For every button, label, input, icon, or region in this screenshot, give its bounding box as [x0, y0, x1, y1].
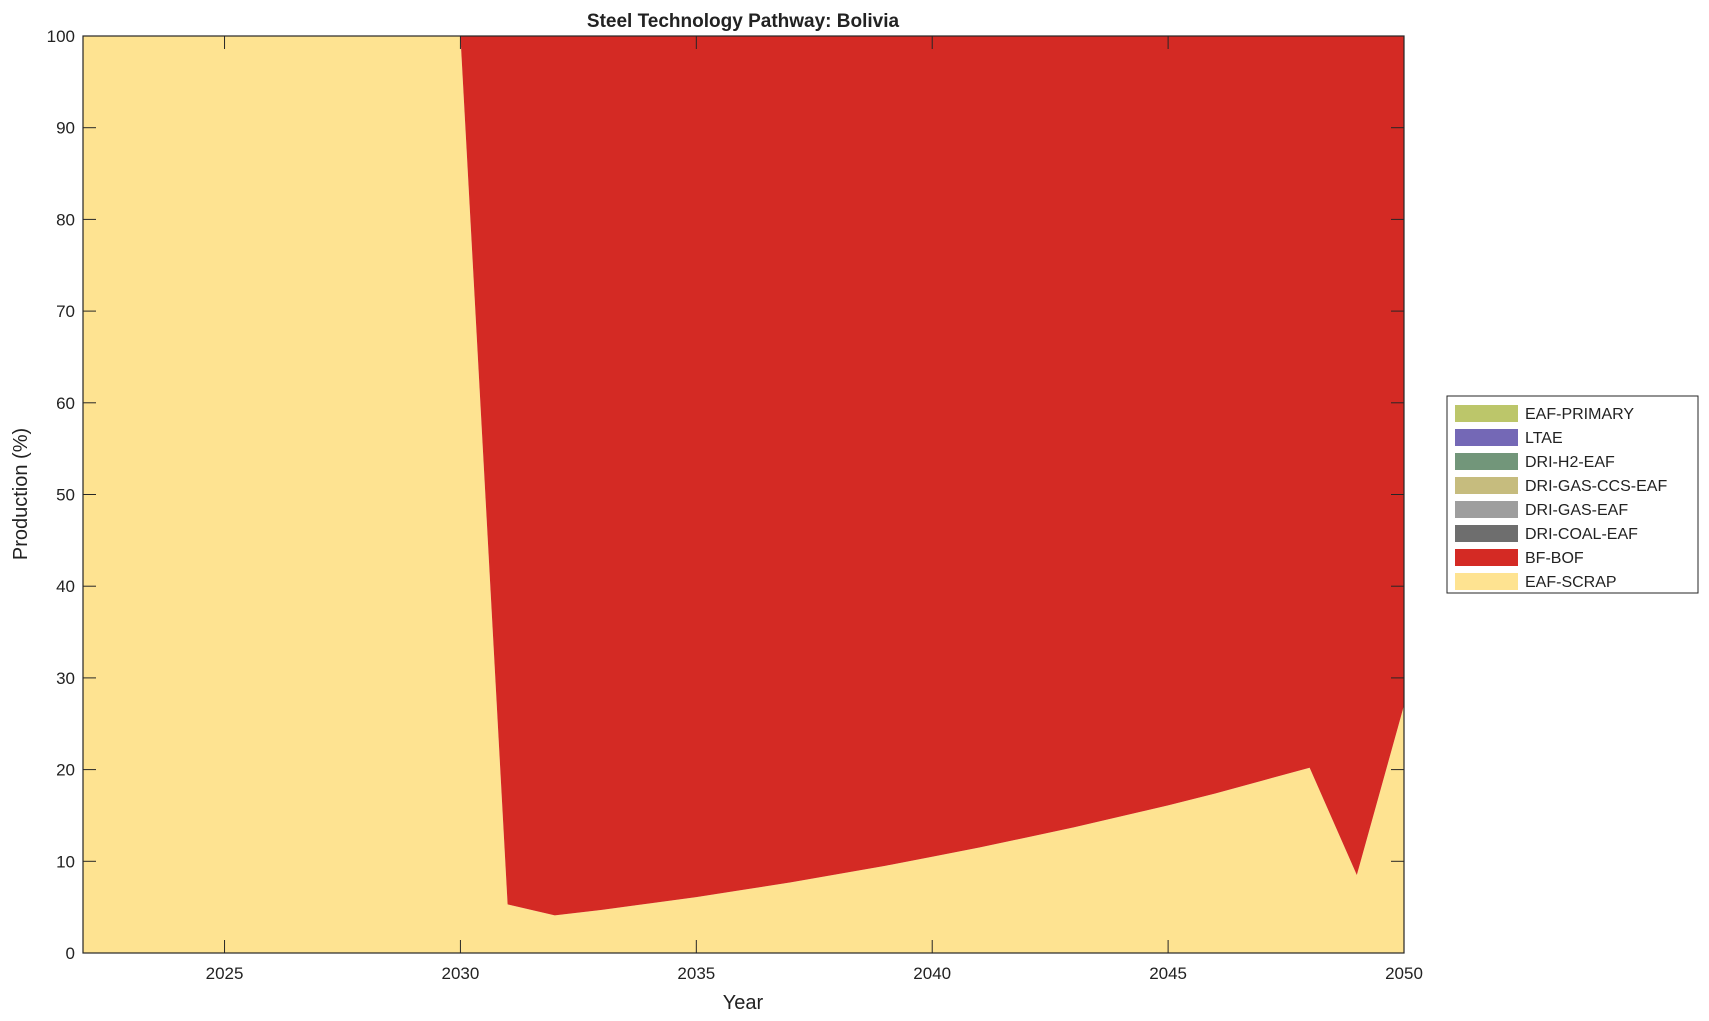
area-bf-bof [83, 36, 1404, 916]
y-tick-label: 40 [56, 577, 75, 596]
y-tick-label: 30 [56, 669, 75, 688]
legend-label: LTAE [1525, 430, 1563, 447]
y-tick-label: 80 [56, 210, 75, 229]
x-tick-label: 2030 [442, 964, 480, 983]
y-axis-label: Production (%) [10, 428, 32, 560]
area-eaf-scrap [83, 36, 1404, 953]
legend-swatch-dri-gas-eaf [1455, 501, 1518, 518]
x-tick-label: 2050 [1385, 964, 1423, 983]
y-tick-label: 90 [56, 119, 75, 138]
legend-label: EAF-SCRAP [1525, 574, 1617, 591]
legend-swatch-ltae [1455, 429, 1518, 446]
x-tick-label: 2040 [913, 964, 951, 983]
legend-label: DRI-GAS-CCS-EAF [1525, 478, 1667, 495]
legend-label: DRI-COAL-EAF [1525, 526, 1638, 543]
x-tick-label: 2025 [206, 964, 244, 983]
y-tick-label: 50 [56, 486, 75, 505]
legend: EAF-PRIMARY LTAE DRI-H2-EAF DRI-GAS-CCS-EAF… [1446, 395, 1699, 594]
y-tick-label: 10 [56, 852, 75, 871]
legend-swatch-eaf-primary [1455, 405, 1518, 422]
y-tick-label: 60 [56, 394, 75, 413]
area-layers [83, 36, 1404, 953]
legend-label: DRI-H2-EAF [1525, 454, 1615, 471]
legend-swatch-dri-coal-eaf [1455, 525, 1518, 542]
legend-label: EAF-PRIMARY [1525, 406, 1634, 423]
axes: 2025 2030 2035 2040 2045 20500102030405060708… [47, 27, 1423, 983]
y-tick-label: 0 [66, 944, 75, 963]
y-tick-label: 100 [47, 27, 75, 46]
legend-swatch-bf-bof [1455, 549, 1518, 566]
x-tick-label: 2045 [1149, 964, 1187, 983]
legend-swatch-dri-h2-eaf [1455, 453, 1518, 470]
y-tick-label: 70 [56, 302, 75, 321]
legend-label: DRI-GAS-EAF [1525, 502, 1628, 519]
chart-title: Steel Technology Pathway: Bolivia [587, 11, 900, 32]
x-tick-label: 2035 [677, 964, 715, 983]
legend-label: BF-BOF [1525, 550, 1584, 567]
legend-swatch-eaf-scrap [1455, 573, 1518, 590]
legend-swatch-dri-gas-ccs-eaf [1455, 477, 1518, 494]
y-tick-label: 20 [56, 761, 75, 780]
x-axis-label: Year [723, 992, 764, 1014]
